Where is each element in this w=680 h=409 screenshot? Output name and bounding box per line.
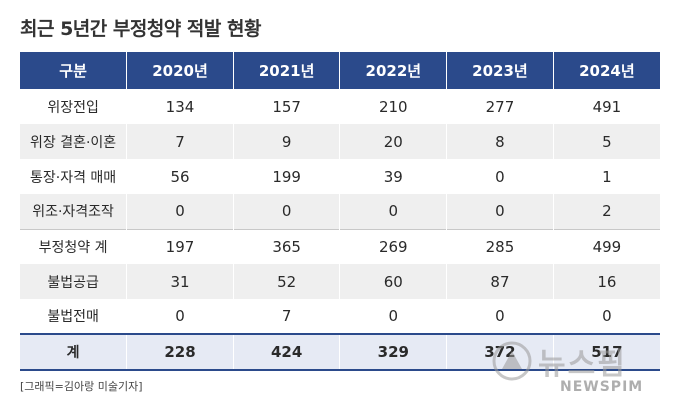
table-row: 위장 결혼·이혼 7 9 20 8 5 — [20, 124, 660, 159]
table-cell: 365 — [232, 228, 340, 264]
table-cell: 491 — [552, 89, 660, 124]
table-row: 통장·자격 매매 56 199 39 0 1 — [20, 159, 660, 194]
row-label: 위장 결혼·이혼 — [20, 124, 127, 159]
table-row: 불법전매 0 7 0 0 0 — [20, 299, 660, 334]
table-cell: 0 — [446, 299, 554, 334]
row-label: 통장·자격 매매 — [20, 159, 127, 194]
table-cell: 9 — [232, 124, 340, 159]
column-header: 구분 — [20, 52, 127, 89]
table-cell: 39 — [339, 159, 447, 194]
table-cell: 0 — [339, 299, 447, 334]
table-row: 위조·자격조작 0 0 0 0 2 — [20, 194, 660, 229]
table-cell: 60 — [339, 264, 447, 299]
table-row: 불법공급 31 52 60 87 16 — [20, 264, 660, 299]
graphic-credit: [그래픽=김아랑 미술기자] — [20, 380, 143, 393]
watermark-korean: 뉴스핌 — [538, 347, 627, 382]
table-cell: 210 — [339, 89, 447, 124]
row-label: 불법공급 — [20, 264, 127, 299]
table-cell: 0 — [446, 194, 554, 229]
table-cell: 134 — [126, 89, 234, 124]
table-cell: 424 — [232, 333, 340, 371]
row-label: 불법전매 — [20, 299, 127, 334]
table-cell: 0 — [232, 194, 340, 229]
row-label: 계 — [20, 333, 127, 371]
table-cell: 56 — [126, 159, 234, 194]
column-header: 2021년 — [232, 52, 340, 89]
row-label: 위장전입 — [20, 89, 127, 124]
column-header: 2022년 — [339, 52, 447, 89]
watermark-english: NEWSPIM — [560, 379, 644, 395]
table-cell: 499 — [552, 228, 660, 264]
column-header: 2023년 — [446, 52, 554, 89]
table-cell: 197 — [126, 228, 234, 264]
table-cell: 87 — [446, 264, 554, 299]
table-cell: 7 — [232, 299, 340, 334]
table-cell: 199 — [232, 159, 340, 194]
table-cell: 7 — [126, 124, 234, 159]
table-row: 위장전입 134 157 210 277 491 — [20, 89, 660, 124]
table-cell: 1 — [552, 159, 660, 194]
subtotal-row: 부정청약 계 197 365 269 285 499 — [20, 228, 660, 264]
table-cell: 517 — [552, 333, 660, 371]
row-label: 부정청약 계 — [20, 228, 127, 264]
stats-table: 구분 2020년 2021년 2022년 2023년 2024년 위장전입 13… — [20, 52, 660, 371]
chart-title: 최근 5년간 부정청약 적발 현황 — [20, 18, 261, 40]
table-cell: 277 — [446, 89, 554, 124]
table-cell: 269 — [339, 228, 447, 264]
table-cell: 8 — [446, 124, 554, 159]
header-row: 구분 2020년 2021년 2022년 2023년 2024년 — [20, 52, 660, 89]
table-cell: 0 — [126, 299, 234, 334]
table-cell: 5 — [552, 124, 660, 159]
total-row: 계 228 424 329 372 517 — [20, 333, 660, 371]
column-header: 2024년 — [552, 52, 660, 89]
table-cell: 0 — [339, 194, 447, 229]
table-cell: 157 — [232, 89, 340, 124]
table-cell: 329 — [339, 333, 447, 371]
newspim-watermark: 뉴스핌 NEWSPIM — [484, 339, 674, 401]
table-cell: 2 — [552, 194, 660, 229]
table-cell: 16 — [552, 264, 660, 299]
row-label: 위조·자격조작 — [20, 194, 127, 229]
table-cell: 0 — [126, 194, 234, 229]
table-cell: 52 — [232, 264, 340, 299]
table-cell: 285 — [446, 228, 554, 264]
newspim-logo-icon — [492, 341, 532, 381]
table-cell: 0 — [446, 159, 554, 194]
table-cell: 372 — [446, 333, 554, 371]
table-cell: 0 — [552, 299, 660, 334]
table-cell: 31 — [126, 264, 234, 299]
table-cell: 228 — [126, 333, 234, 371]
table-cell: 20 — [339, 124, 447, 159]
column-header: 2020년 — [126, 52, 234, 89]
